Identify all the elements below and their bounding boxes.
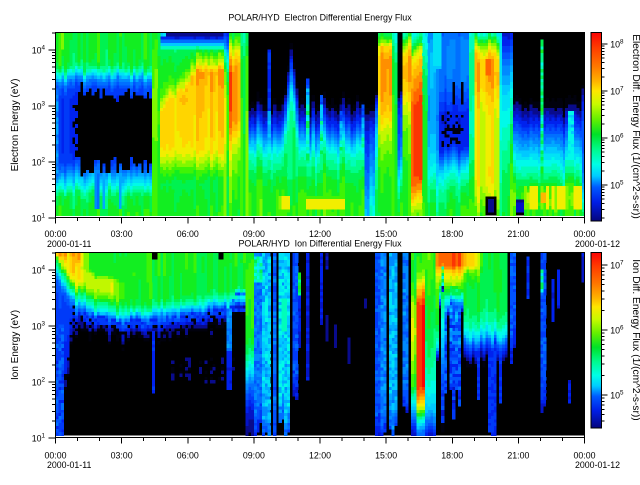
svg-text:3: 3 — [42, 321, 46, 328]
svg-text:18:00: 18:00 — [441, 229, 463, 239]
svg-text:10: 10 — [610, 181, 620, 191]
svg-text:03:00: 03:00 — [111, 451, 133, 461]
svg-text:2000-01-12: 2000-01-12 — [575, 460, 620, 470]
svg-text:4: 4 — [42, 45, 46, 52]
svg-text:6: 6 — [620, 133, 624, 140]
svg-text:10: 10 — [32, 378, 42, 388]
svg-text:10: 10 — [610, 391, 620, 401]
svg-text:10: 10 — [610, 326, 620, 336]
svg-text:3: 3 — [42, 101, 46, 108]
svg-text:Electron Diff. Energy Flux (1/: Electron Diff. Energy Flux (1/(cm^2-s-sr… — [630, 34, 640, 219]
svg-text:10: 10 — [610, 134, 620, 144]
svg-text:10: 10 — [32, 434, 42, 444]
svg-text:2000-01-11: 2000-01-11 — [47, 460, 91, 470]
svg-text:Ion Energy (eV): Ion Energy (eV) — [10, 310, 21, 380]
svg-text:10: 10 — [610, 87, 620, 97]
svg-text:10: 10 — [32, 266, 42, 276]
svg-text:12:00: 12:00 — [309, 229, 331, 239]
svg-text:10: 10 — [610, 40, 620, 50]
svg-text:POLAR/HYD Ion Differential En: POLAR/HYD Ion Differential Energy Flux — [238, 239, 402, 249]
svg-text:10: 10 — [32, 46, 42, 56]
svg-text:21:00: 21:00 — [507, 451, 529, 461]
svg-text:1: 1 — [42, 213, 46, 220]
svg-text:09:00: 09:00 — [243, 451, 265, 461]
svg-text:15:00: 15:00 — [375, 229, 397, 239]
svg-text:10: 10 — [610, 261, 620, 271]
svg-text:10: 10 — [32, 214, 42, 224]
svg-text:03:00: 03:00 — [111, 229, 133, 239]
svg-text:06:00: 06:00 — [177, 451, 199, 461]
svg-text:Ion Diff. Energy Flux (1/(cm^2: Ion Diff. Energy Flux (1/(cm^2-s-sr)) — [630, 259, 640, 420]
svg-text:4: 4 — [42, 265, 46, 272]
svg-text:09:00: 09:00 — [243, 229, 265, 239]
svg-text:8: 8 — [620, 39, 624, 46]
svg-text:06:00: 06:00 — [177, 229, 199, 239]
svg-text:5: 5 — [620, 390, 624, 397]
svg-text:18:00: 18:00 — [441, 451, 463, 461]
svg-text:2: 2 — [42, 157, 46, 164]
svg-text:2000-01-12: 2000-01-12 — [575, 239, 620, 249]
svg-text:00:00: 00:00 — [44, 229, 66, 239]
svg-text:15:00: 15:00 — [375, 451, 397, 461]
svg-text:2: 2 — [42, 377, 46, 384]
svg-text:1: 1 — [42, 433, 46, 440]
svg-text:7: 7 — [620, 260, 624, 267]
svg-text:10: 10 — [32, 158, 42, 168]
svg-text:POLAR/HYD Electron Differenti: POLAR/HYD Electron Differential Energy F… — [228, 13, 412, 23]
svg-text:2000-01-11: 2000-01-11 — [47, 239, 91, 249]
svg-text:10: 10 — [32, 102, 42, 112]
svg-text:6: 6 — [620, 325, 624, 332]
svg-text:10: 10 — [32, 322, 42, 332]
svg-text:Electron Energy (eV): Electron Energy (eV) — [10, 79, 21, 172]
svg-text:12:00: 12:00 — [309, 451, 331, 461]
svg-text:7: 7 — [620, 86, 624, 93]
svg-text:00:00: 00:00 — [44, 451, 66, 461]
svg-text:5: 5 — [620, 180, 624, 187]
svg-text:00:00: 00:00 — [573, 451, 595, 461]
svg-text:00:00: 00:00 — [573, 229, 595, 239]
svg-text:21:00: 21:00 — [507, 229, 529, 239]
